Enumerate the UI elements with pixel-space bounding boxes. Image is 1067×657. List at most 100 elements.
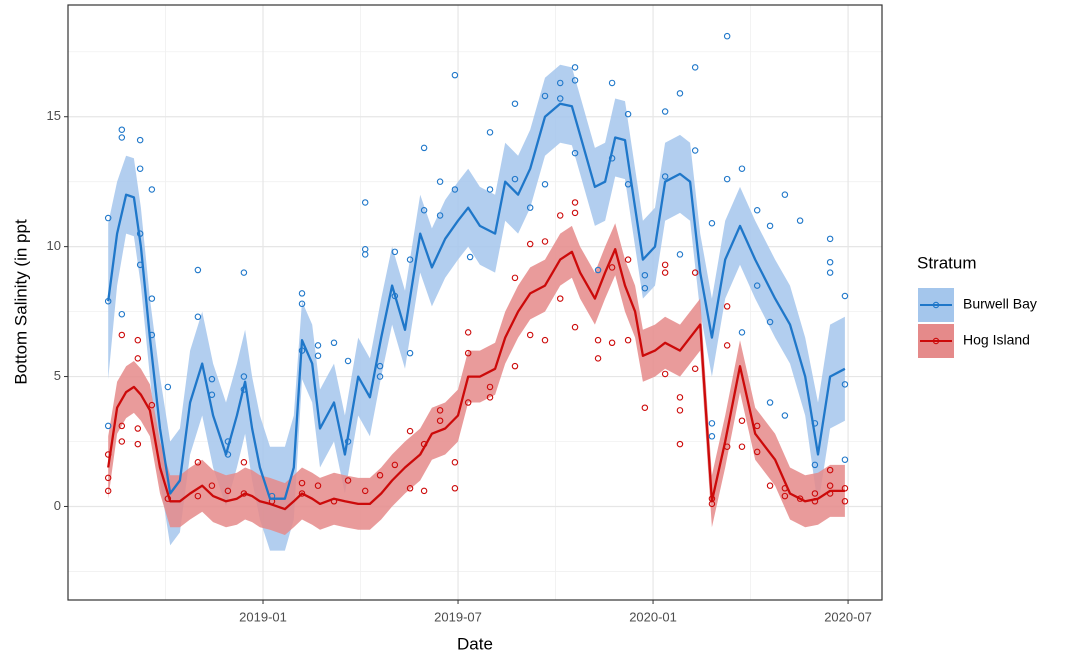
data-point <box>691 64 699 71</box>
data-point <box>134 425 142 432</box>
data-point <box>691 269 699 276</box>
data-point <box>486 129 494 136</box>
data-point <box>224 487 232 495</box>
data-point <box>240 459 248 466</box>
data-point <box>541 336 549 344</box>
data-point <box>208 482 216 489</box>
data-point <box>511 175 519 183</box>
data-point <box>511 274 519 282</box>
data-point <box>781 191 789 198</box>
data-point <box>826 269 834 276</box>
data-point <box>436 407 444 414</box>
data-point <box>738 329 746 336</box>
data-point <box>766 399 774 406</box>
data-point <box>118 331 126 339</box>
data-point <box>406 256 414 263</box>
data-point <box>148 186 156 193</box>
data-point <box>541 238 549 245</box>
data-point <box>641 271 649 279</box>
data-point <box>136 165 144 172</box>
data-point <box>753 207 761 214</box>
data-point <box>766 482 774 489</box>
data-point <box>676 251 684 258</box>
data-point <box>811 490 819 497</box>
data-point <box>240 373 248 380</box>
y-tick-label: 10 <box>47 238 61 253</box>
data-point <box>738 417 746 424</box>
data-point <box>594 336 602 344</box>
data-point <box>314 342 322 349</box>
data-point <box>194 459 202 466</box>
data-point <box>194 313 202 321</box>
data-point <box>436 212 444 219</box>
data-point <box>436 417 444 424</box>
data-point <box>781 412 789 419</box>
data-point <box>104 214 112 222</box>
panel-border <box>67 4 883 601</box>
data-point <box>511 100 519 107</box>
data-point <box>624 336 632 344</box>
data-point <box>661 370 669 378</box>
data-point <box>420 207 428 214</box>
data-point <box>361 251 369 258</box>
x-tick-label: 2019-01 <box>239 609 287 624</box>
data-point <box>676 90 684 97</box>
data-point <box>608 339 616 347</box>
data-point <box>361 199 369 206</box>
data-point <box>376 373 384 380</box>
data-point <box>571 77 579 84</box>
data-point <box>298 479 306 487</box>
confidence-band <box>108 223 845 536</box>
data-point <box>594 355 602 362</box>
data-point <box>451 485 459 492</box>
data-point <box>571 323 579 331</box>
legend-label: Burwell Bay <box>963 296 1037 312</box>
data-point <box>406 485 414 492</box>
data-point <box>796 495 804 502</box>
data-point <box>661 173 669 180</box>
data-point <box>194 266 202 274</box>
data-point <box>624 256 632 263</box>
data-point <box>571 64 579 71</box>
legend-title: Stratum <box>917 253 977 272</box>
plot-area <box>104 32 849 551</box>
legend: Stratum Burwell Bay Hog Island <box>917 253 1037 358</box>
x-tick-label: 2019-07 <box>434 609 482 624</box>
data-point <box>451 459 459 466</box>
data-point <box>781 492 789 500</box>
data-point <box>148 295 156 302</box>
data-point <box>486 383 494 391</box>
data-point <box>344 477 352 484</box>
data-point <box>118 310 126 318</box>
data-point <box>738 443 746 450</box>
data-point <box>464 349 472 357</box>
data-point <box>661 108 669 115</box>
data-point <box>826 466 834 474</box>
data-point <box>118 422 126 430</box>
data-point <box>841 456 849 463</box>
data-point <box>571 149 579 157</box>
data-point <box>723 175 731 183</box>
data-point <box>556 95 564 102</box>
y-tick-label: 0 <box>54 498 61 513</box>
data-point <box>608 264 616 271</box>
data-point <box>738 165 746 172</box>
data-point <box>436 178 444 185</box>
data-point <box>486 186 494 193</box>
x-tick-label: 2020-01 <box>629 609 677 624</box>
y-tick-label: 15 <box>47 108 61 123</box>
data-point <box>104 474 112 482</box>
data-point <box>164 383 172 391</box>
data-point <box>391 248 399 256</box>
data-point <box>826 258 834 266</box>
data-point <box>134 440 142 448</box>
data-point <box>841 485 849 492</box>
data-point <box>796 217 804 224</box>
data-point <box>723 303 731 310</box>
data-point <box>541 181 549 188</box>
data-point <box>451 71 459 79</box>
data-point <box>556 79 564 87</box>
data-point <box>420 144 428 152</box>
data-point <box>240 269 248 276</box>
